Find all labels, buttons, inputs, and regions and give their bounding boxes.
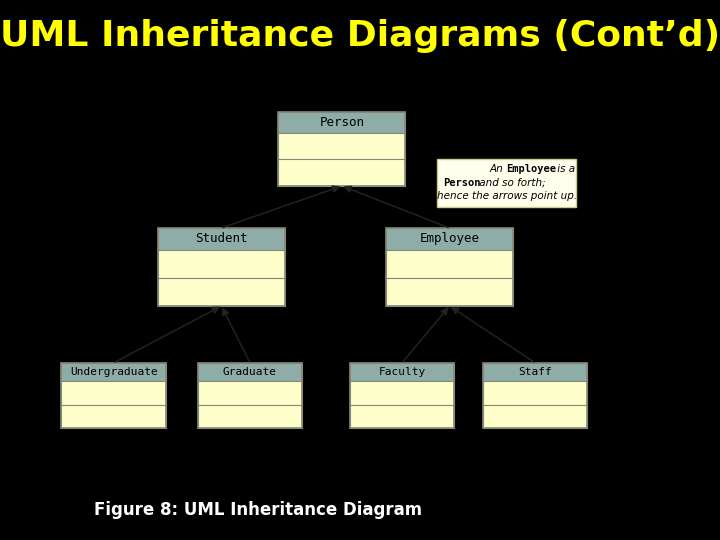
Bar xyxy=(386,228,513,306)
Bar xyxy=(386,250,513,278)
Text: Graduate: Graduate xyxy=(223,367,277,377)
Bar xyxy=(386,228,513,250)
Bar xyxy=(350,381,454,404)
Text: An: An xyxy=(490,164,507,174)
Text: is a: is a xyxy=(554,164,575,174)
Bar xyxy=(386,278,513,306)
Text: UML Inheritance Diagrams (Cont’d): UML Inheritance Diagrams (Cont’d) xyxy=(0,19,720,53)
Text: Person: Person xyxy=(320,116,364,129)
Text: Employee: Employee xyxy=(507,164,557,174)
Bar xyxy=(437,159,576,207)
Bar xyxy=(350,404,454,428)
Text: Student: Student xyxy=(195,232,248,245)
Bar xyxy=(279,112,405,133)
Bar xyxy=(61,363,166,381)
Bar xyxy=(198,404,302,428)
Bar xyxy=(158,278,285,306)
Bar xyxy=(350,363,454,381)
Bar xyxy=(158,250,285,278)
Text: Staff: Staff xyxy=(518,367,552,377)
Bar xyxy=(483,381,588,404)
Text: hence the arrows point up.: hence the arrows point up. xyxy=(436,191,577,201)
Bar xyxy=(158,228,285,250)
Bar xyxy=(483,363,588,381)
Bar xyxy=(61,363,166,428)
Text: Person: Person xyxy=(444,178,481,188)
Bar xyxy=(198,363,302,428)
Bar xyxy=(158,228,285,306)
Text: Figure 8: UML Inheritance Diagram: Figure 8: UML Inheritance Diagram xyxy=(94,501,422,519)
Bar xyxy=(198,381,302,404)
Text: Undergraduate: Undergraduate xyxy=(70,367,158,377)
Bar xyxy=(61,381,166,404)
Bar xyxy=(483,363,588,428)
Text: Employee: Employee xyxy=(420,232,480,245)
Bar xyxy=(350,363,454,428)
Text: Faculty: Faculty xyxy=(379,367,426,377)
Text: and so forth;: and so forth; xyxy=(476,178,546,188)
Bar xyxy=(198,363,302,381)
Bar xyxy=(279,133,405,159)
Bar xyxy=(483,404,588,428)
Bar xyxy=(61,404,166,428)
Bar xyxy=(279,112,405,186)
Bar xyxy=(279,159,405,186)
